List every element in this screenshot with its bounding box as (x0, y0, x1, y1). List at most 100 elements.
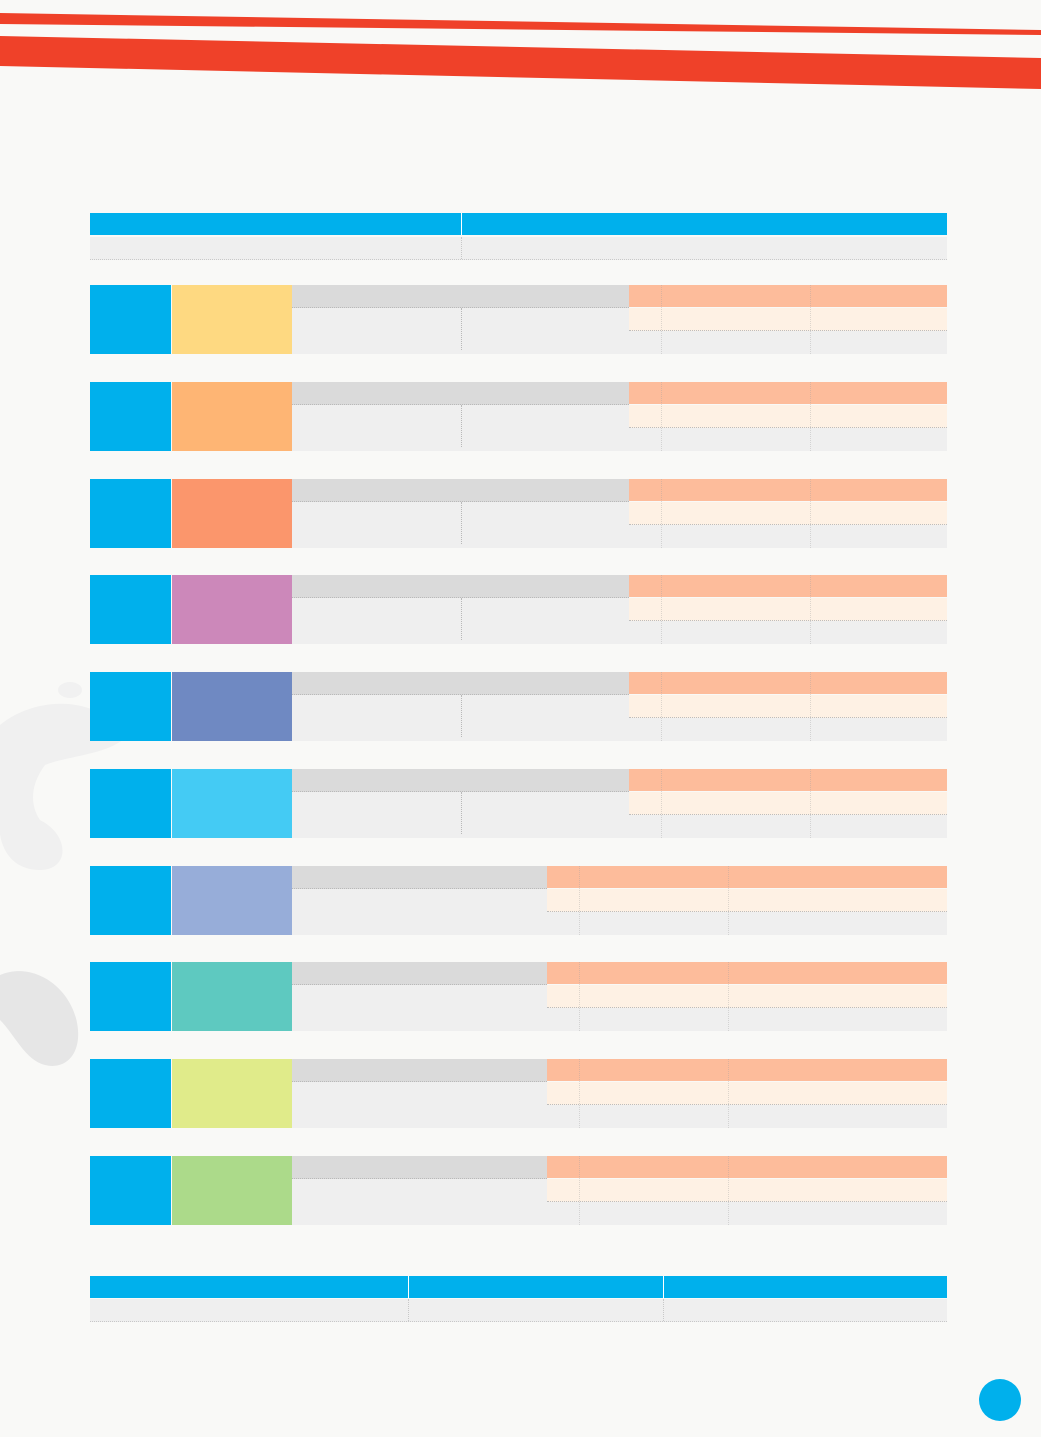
block-swatch (172, 479, 292, 548)
block-right-head (629, 672, 947, 694)
bottom-row-cell-3 (663, 1299, 947, 1321)
block-column-rule (810, 382, 811, 451)
block-swatch (172, 575, 292, 644)
block-left-head (292, 962, 547, 985)
block-label (90, 769, 171, 838)
block-column-rule (810, 672, 811, 741)
block-divider (461, 792, 462, 834)
block-label (90, 575, 171, 644)
block-swatch (172, 769, 292, 838)
block-left-body (292, 405, 629, 451)
block-column-rule (810, 479, 811, 548)
bottom-header-cell-3 (663, 1276, 947, 1298)
block-right-head (547, 1156, 947, 1178)
block-right-mid (547, 985, 947, 1008)
decorative-shape (0, 682, 128, 1066)
block-left-head (292, 285, 629, 308)
block-right-low (629, 331, 947, 354)
thin-stripe (0, 13, 1041, 35)
block-right-mid (629, 695, 947, 718)
block-left-body (292, 695, 629, 741)
block-right-head (629, 285, 947, 307)
block-right-low (629, 718, 947, 741)
block-swatch (172, 1059, 292, 1128)
block-label (90, 1156, 171, 1225)
block-column-rule (810, 769, 811, 838)
block-right-low (547, 1202, 947, 1225)
block-left-head (292, 866, 547, 889)
top-header-cell-1 (90, 213, 461, 235)
color-block (90, 575, 947, 644)
block-right-mid (629, 405, 947, 428)
block-left-body (292, 308, 629, 354)
color-block (90, 1156, 947, 1225)
bottom-header-cell-2 (408, 1276, 663, 1298)
block-label (90, 866, 171, 935)
block-left-body (292, 985, 547, 1031)
top-row-cell-1 (90, 237, 461, 259)
bottom-table-row (90, 1299, 947, 1322)
block-right-mid (629, 792, 947, 815)
block-column-rule (728, 1156, 729, 1225)
block-column-rule (810, 285, 811, 354)
color-block (90, 866, 947, 935)
color-block (90, 672, 947, 741)
block-right-head (629, 382, 947, 404)
block-left-body (292, 502, 629, 548)
block-divider (461, 598, 462, 640)
top-table-row (90, 237, 947, 260)
block-label (90, 479, 171, 548)
block-label (90, 672, 171, 741)
block-right-head (547, 1059, 947, 1081)
block-left-head (292, 1059, 547, 1082)
block-right-mid (629, 502, 947, 525)
block-left-body (292, 889, 547, 935)
block-column-rule (661, 285, 662, 354)
block-column-rule (661, 672, 662, 741)
color-block (90, 769, 947, 838)
block-swatch (172, 962, 292, 1031)
block-swatch (172, 382, 292, 451)
block-left-head (292, 382, 629, 405)
block-right-low (629, 621, 947, 644)
block-column-rule (810, 575, 811, 644)
block-left-head (292, 575, 629, 598)
block-right-head (629, 769, 947, 791)
block-left-head (292, 479, 629, 502)
block-right-head (629, 479, 947, 501)
block-column-rule (661, 575, 662, 644)
block-right-mid (547, 1082, 947, 1105)
block-right-mid (547, 889, 947, 912)
block-right-mid (547, 1179, 947, 1202)
block-column-rule (661, 769, 662, 838)
top-header-cell-2 (461, 213, 947, 235)
block-label (90, 962, 171, 1031)
block-right-low (547, 912, 947, 935)
top-row-cell-2 (461, 237, 947, 259)
block-swatch (172, 1156, 292, 1225)
block-swatch (172, 866, 292, 935)
color-block (90, 285, 947, 354)
thick-stripe (0, 36, 1041, 89)
block-label (90, 285, 171, 354)
page-number-badge (979, 1379, 1021, 1421)
block-right-low (547, 1105, 947, 1128)
block-left-body (292, 792, 629, 838)
block-swatch (172, 672, 292, 741)
block-left-body (292, 1179, 547, 1225)
block-left-head (292, 769, 629, 792)
color-block (90, 479, 947, 548)
block-left-head (292, 1156, 547, 1179)
block-column-rule (579, 1156, 580, 1225)
block-divider (461, 308, 462, 350)
block-column-rule (661, 382, 662, 451)
top-table-header (90, 213, 947, 235)
block-column-rule (728, 1059, 729, 1128)
block-right-head (629, 575, 947, 597)
block-right-mid (629, 598, 947, 621)
block-column-rule (579, 866, 580, 935)
color-block (90, 962, 947, 1031)
block-column-rule (728, 962, 729, 1031)
bottom-row-cell-1 (90, 1299, 408, 1321)
block-right-low (629, 815, 947, 838)
